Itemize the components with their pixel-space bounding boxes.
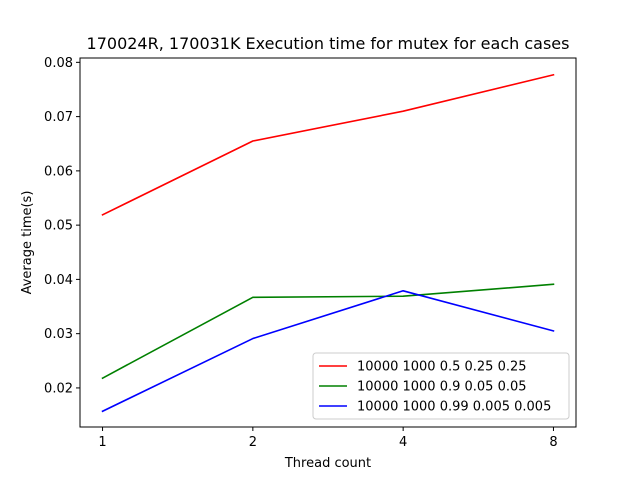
legend-label: 10000 1000 0.99 0.005 0.005 xyxy=(357,400,551,415)
legend: 10000 1000 0.5 0.25 0.25 10000 1000 0.9 0… xyxy=(312,352,570,420)
y-tick-label: 0.07 xyxy=(44,110,73,125)
legend-label: 10000 1000 0.5 0.25 0.25 xyxy=(357,360,527,375)
series-line-3 xyxy=(101,289,555,413)
y-tick-label: 0.02 xyxy=(44,381,73,396)
plot-frame xyxy=(79,57,577,428)
x-tick-label: 1 xyxy=(98,435,106,450)
plot-lines xyxy=(101,73,555,413)
legend-box xyxy=(312,352,570,420)
y-tick-label: 0.05 xyxy=(44,219,73,234)
x-axis: 1 2 4 8 xyxy=(98,427,558,450)
y-axis-label: Average time(s) xyxy=(20,191,35,295)
series-line-1 xyxy=(101,73,555,216)
x-axis-label: Thread count xyxy=(284,456,371,471)
y-tick-label: 0.08 xyxy=(44,56,73,71)
series-line-2 xyxy=(101,283,555,380)
chart-title: 170024R, 170031K Execution time for mute… xyxy=(87,34,570,53)
x-tick-label: 8 xyxy=(549,435,557,450)
y-tick-label: 0.06 xyxy=(44,164,73,179)
y-tick-label: 0.04 xyxy=(44,273,73,288)
y-axis: 0.02 0.03 0.04 0.05 0.06 0.07 0.08 xyxy=(44,56,80,396)
x-tick-label: 2 xyxy=(249,435,257,450)
legend-label: 10000 1000 0.9 0.05 0.05 xyxy=(357,380,527,395)
x-tick-label: 4 xyxy=(399,435,407,450)
y-tick-label: 0.03 xyxy=(44,327,73,342)
